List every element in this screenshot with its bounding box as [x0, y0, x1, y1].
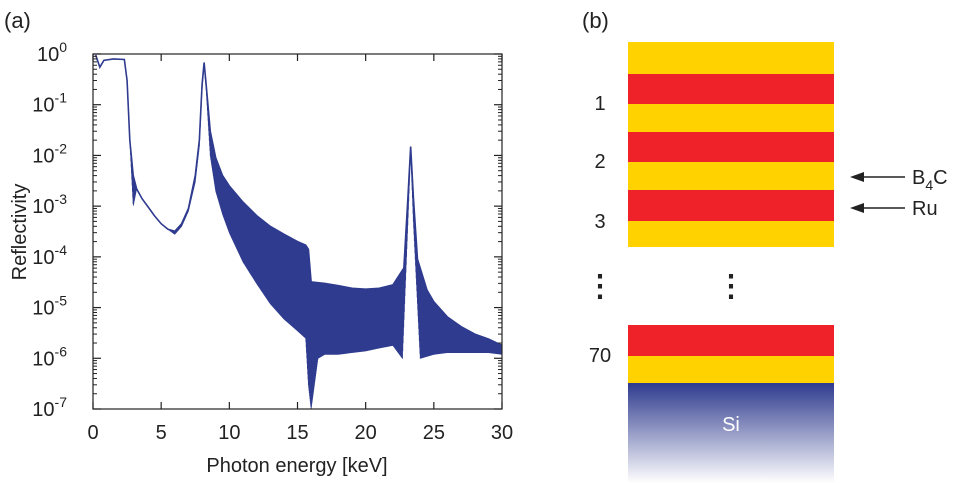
- layer-index-1: 1: [594, 93, 605, 115]
- y-tick-label: 10-6: [32, 343, 67, 370]
- b4c-label: B4C: [912, 167, 948, 193]
- b4c-layer: [628, 356, 834, 383]
- plot-frame: [92, 53, 503, 410]
- series-layer: [94, 54, 502, 409]
- x-tick-label: 20: [355, 422, 377, 444]
- y-axis-label: Reflectivity: [9, 184, 31, 281]
- y-tick-label: 10-1: [32, 90, 67, 117]
- x-tick-label: 30: [491, 422, 513, 444]
- layer-index-70: 70: [589, 345, 611, 367]
- y-tick-label: 10-5: [32, 293, 67, 320]
- layer-index-3: 3: [594, 211, 605, 233]
- b4c-layer: [628, 221, 834, 247]
- b4c-layer: [628, 42, 834, 74]
- x-axis-label: Photon energy [keV]: [206, 455, 387, 477]
- ru-label: Ru: [912, 198, 938, 220]
- panel-label-b: (b): [582, 8, 609, 33]
- b4c-arrow: [850, 172, 905, 182]
- multilayer-stack: Si 1 2 3 70 ⋮ ⋮ B4C Ru: [585, 42, 948, 483]
- series-upper-envelope: [94, 54, 502, 347]
- y-tick-label: 10-7: [32, 394, 67, 421]
- y-tick-label: 10-3: [32, 191, 67, 218]
- x-tick-label: 0: [87, 422, 98, 444]
- vertical-ellipsis-left: ⋮: [585, 270, 615, 303]
- b4c-layer: [628, 104, 834, 132]
- y-tick-label: 100: [37, 39, 67, 66]
- ru-layer: [628, 325, 834, 356]
- x-tick-label: 25: [423, 422, 445, 444]
- y-tick-label: 10-4: [32, 242, 67, 269]
- ru-layer: [628, 190, 834, 221]
- ru-layer: [628, 74, 834, 104]
- x-axis-ticks: 0 5 10 15 20 25 30: [87, 54, 513, 444]
- ru-arrow: [850, 203, 905, 213]
- y-tick-label: 10-2: [32, 140, 67, 167]
- substrate-label: Si: [722, 414, 740, 436]
- b4c-layer: [628, 162, 834, 190]
- si-substrate: [628, 383, 834, 483]
- x-tick-label: 10: [218, 422, 240, 444]
- x-tick-label: 5: [156, 422, 167, 444]
- x-tick-label: 15: [286, 422, 308, 444]
- series-line: [95, 54, 502, 409]
- panel-label-a: (a): [4, 8, 31, 33]
- ru-layer: [628, 132, 834, 162]
- reflectivity-chart: 0 5 10 15 20 25 30 100 10-1 10-2 10-3 10-4 10-5 10-6…: [9, 39, 513, 477]
- vertical-ellipsis-center: ⋮: [716, 270, 746, 303]
- layer-index-2: 2: [594, 151, 605, 173]
